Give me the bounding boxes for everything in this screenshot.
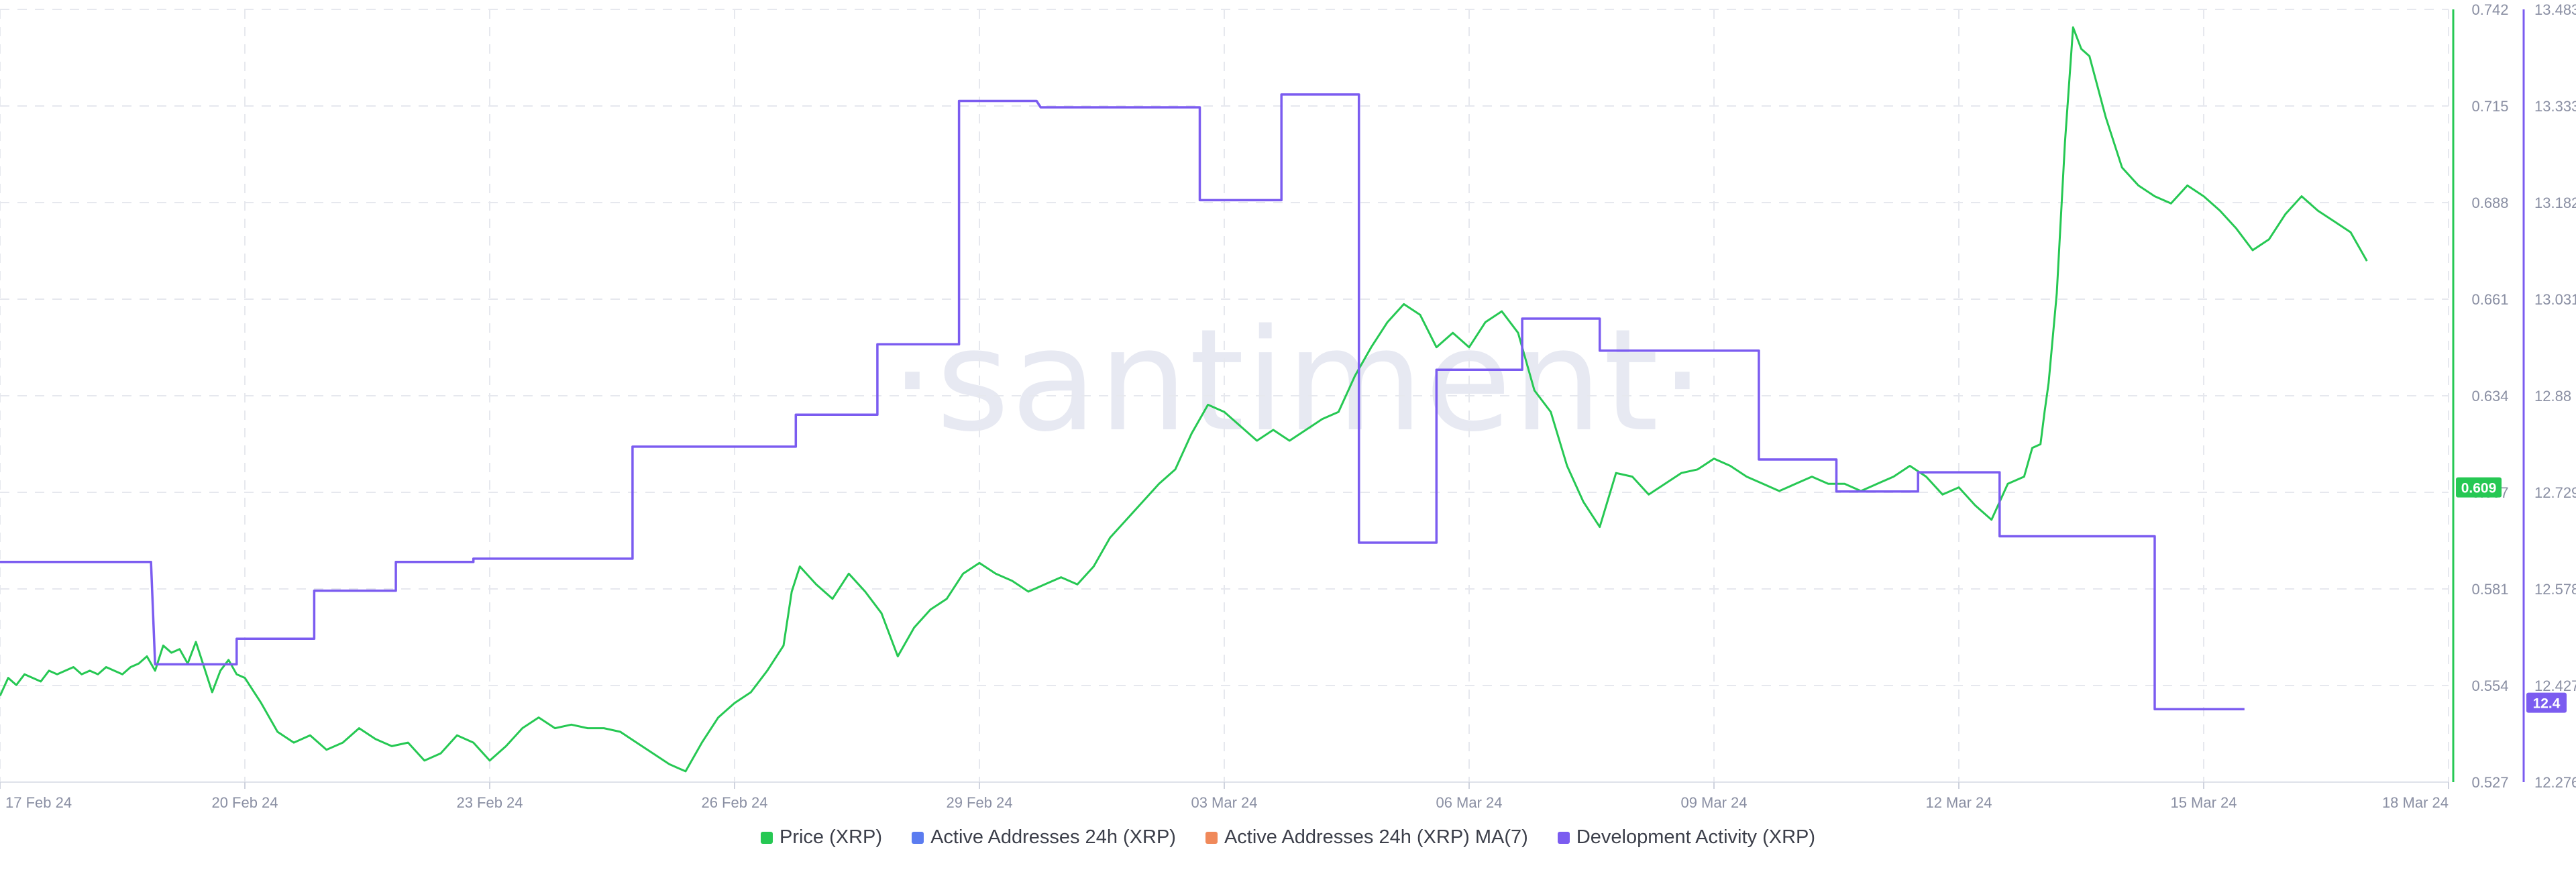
x-tick-label: 17 Feb 24 bbox=[5, 794, 72, 811]
y-left-tick-label: 0.554 bbox=[2471, 677, 2508, 694]
y-left-tick-label: 0.688 bbox=[2471, 195, 2508, 211]
y-right-tick-label: 13.483 bbox=[2534, 1, 2576, 18]
x-tick-label: 20 Feb 24 bbox=[211, 794, 278, 811]
x-tick-label: 26 Feb 24 bbox=[701, 794, 767, 811]
y-right-tick-label: 12.276 bbox=[2534, 774, 2576, 791]
legend-swatch bbox=[1557, 831, 1570, 844]
y-left-tick-label: 0.661 bbox=[2471, 291, 2508, 308]
y-right-tick-label: 12.729 bbox=[2534, 484, 2576, 501]
y-right-tick-label: 13.333 bbox=[2534, 98, 2576, 115]
legend-swatch bbox=[760, 831, 773, 844]
x-tick-label: 29 Feb 24 bbox=[946, 794, 1012, 811]
y-left-tick-label: 0.715 bbox=[2471, 98, 2508, 115]
y-left-tick-label: 0.581 bbox=[2471, 581, 2508, 598]
legend-item[interactable]: Development Activity (XRP) bbox=[1557, 826, 1816, 849]
x-axis: 17 Feb 24 20 Feb 24 23 Feb 24 26 Feb 24 29 F… bbox=[0, 781, 2449, 811]
y-right-tick-label: 12.578 bbox=[2534, 581, 2576, 598]
legend-item[interactable]: Active Addresses 24h (XRP) MA(7) bbox=[1205, 826, 1528, 849]
y-right-tick-label: 12.88 bbox=[2534, 388, 2571, 404]
series-group bbox=[0, 26, 2368, 773]
grid bbox=[0, 9, 2449, 783]
value-badge-label: 12.4 bbox=[2533, 696, 2561, 712]
development-activity-xrp-line bbox=[0, 93, 2245, 710]
price-xrp-line bbox=[0, 26, 2368, 773]
y-right-tick-label: 13.031 bbox=[2534, 291, 2576, 308]
y-left-tick-label: 0.527 bbox=[2471, 774, 2508, 791]
x-tick-label: 03 Mar 24 bbox=[1191, 794, 1257, 811]
y-right-tick-label: 13.182 bbox=[2534, 195, 2576, 211]
development-activity-value-badge bbox=[2526, 692, 2567, 713]
legend-swatch bbox=[1205, 831, 1218, 844]
legend-label: Active Addresses 24h (XRP) bbox=[930, 826, 1176, 848]
y-axis-left: 0.7420.7150.6880.6610.6340.6070.5810.554… bbox=[2452, 1, 2509, 791]
x-tick-label: 15 Mar 24 bbox=[2170, 794, 2237, 811]
value-badges: 0.609 12.4 bbox=[2456, 477, 2567, 713]
price-value-badge bbox=[2456, 477, 2502, 498]
x-tick-label: 09 Mar 24 bbox=[1680, 794, 1747, 811]
x-tick-label: 12 Mar 24 bbox=[1925, 794, 1992, 811]
legend-label: Active Addresses 24h (XRP) MA(7) bbox=[1224, 826, 1528, 848]
y-left-tick-label: 0.634 bbox=[2471, 388, 2508, 404]
legend-label: Price (XRP) bbox=[779, 826, 883, 848]
y-axis-right: 13.483 13.333 13.182 13.031 12.88 12.729 12.57… bbox=[2522, 1, 2576, 791]
legend-item[interactable]: Active Addresses 24h (XRP) bbox=[912, 826, 1176, 849]
y-left-tick-label: 0.742 bbox=[2471, 1, 2508, 18]
legend-swatch bbox=[912, 831, 924, 844]
x-tick-label: 18 Mar 24 bbox=[2382, 794, 2449, 811]
legend: Price (XRP) Active Addresses 24h (XRP) Act… bbox=[0, 826, 2576, 849]
x-tick-label: 06 Mar 24 bbox=[1436, 794, 1502, 811]
santiment-watermark: ·santiment· bbox=[890, 298, 1707, 463]
x-tick-label: 23 Feb 24 bbox=[456, 794, 523, 811]
value-badge-label: 0.609 bbox=[2461, 481, 2497, 496]
legend-item[interactable]: Price (XRP) bbox=[760, 826, 883, 849]
y-right-tick-label: 12.427 bbox=[2534, 677, 2576, 694]
legend-label: Development Activity (XRP) bbox=[1576, 826, 1816, 848]
